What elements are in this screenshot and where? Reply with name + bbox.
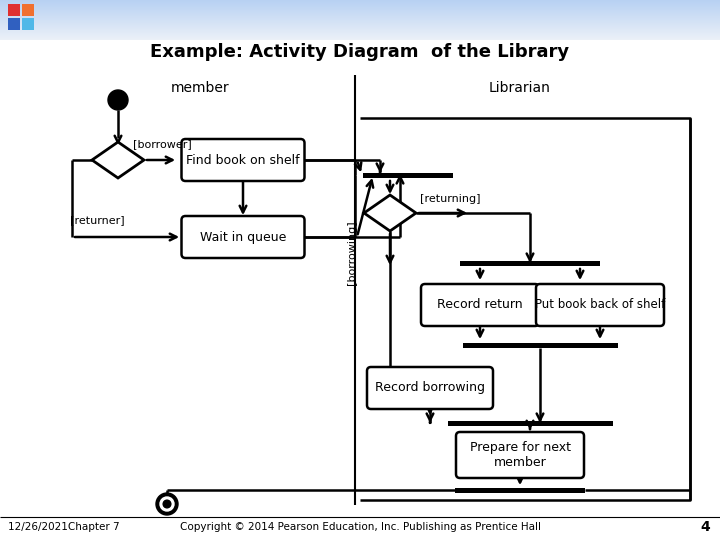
Bar (0, 30, 720, 31)
Bar (22, 18, 34, 30)
Bar (0, 5, 720, 6)
Bar (0, 14, 720, 15)
Text: Librarian: Librarian (489, 81, 551, 95)
Text: Example: Activity Diagram  of the Library: Example: Activity Diagram of the Library (150, 43, 570, 61)
Text: Record borrowing: Record borrowing (375, 381, 485, 395)
Bar (0, 6, 720, 7)
Circle shape (160, 497, 174, 511)
Bar (8, 4, 20, 16)
Text: [borrower]: [borrower] (133, 139, 192, 149)
Polygon shape (364, 195, 416, 231)
Circle shape (163, 500, 171, 508)
Text: [returner]: [returner] (70, 215, 125, 225)
Bar (0, 17, 720, 18)
Polygon shape (92, 142, 144, 178)
Bar (0, 38, 720, 39)
FancyBboxPatch shape (181, 139, 305, 181)
Bar (448, 421, 613, 426)
Circle shape (156, 493, 178, 515)
Bar (0, 36, 720, 37)
Bar (0, 11, 720, 12)
Bar (365, 172, 415, 178)
Bar (0, 22, 720, 23)
Bar (0, 23, 720, 24)
Bar (462, 342, 618, 348)
FancyBboxPatch shape (536, 284, 664, 326)
Bar (0, 24, 720, 25)
Bar (0, 33, 720, 34)
Text: 4: 4 (701, 520, 710, 534)
Bar (8, 18, 20, 30)
Bar (0, 9, 720, 10)
Bar (0, 26, 720, 27)
Bar (0, 28, 720, 29)
FancyBboxPatch shape (456, 432, 584, 478)
Bar (455, 488, 585, 492)
Text: Find book on shelf: Find book on shelf (186, 153, 300, 166)
Bar (0, 31, 720, 32)
FancyBboxPatch shape (421, 284, 539, 326)
Bar (460, 260, 600, 266)
Bar (22, 4, 34, 16)
Bar (0, 35, 720, 36)
Bar (0, 7, 720, 8)
Bar (0, 37, 720, 38)
Text: Put book back of shelf: Put book back of shelf (535, 299, 665, 312)
Bar (0, 19, 720, 20)
Bar (0, 25, 720, 26)
Bar (0, 1, 720, 2)
Bar (363, 172, 453, 178)
Text: Record return: Record return (437, 299, 523, 312)
Circle shape (108, 90, 128, 110)
Bar (0, 20, 720, 21)
Bar (0, 12, 720, 13)
Bar (0, 27, 720, 28)
Text: Prepare for next
member: Prepare for next member (469, 441, 570, 469)
Bar (0, 15, 720, 16)
Bar (0, 18, 720, 19)
Bar (0, 13, 720, 14)
Text: [borrowing]: [borrowing] (347, 221, 357, 285)
FancyBboxPatch shape (367, 367, 493, 409)
FancyBboxPatch shape (181, 216, 305, 258)
Text: Wait in queue: Wait in queue (200, 231, 286, 244)
Bar (0, 21, 720, 22)
Bar (0, 4, 720, 5)
Bar (0, 8, 720, 9)
Bar (0, 16, 720, 17)
Bar (0, 39, 720, 40)
Bar (0, 2, 720, 3)
Text: Copyright © 2014 Pearson Education, Inc. Publishing as Prentice Hall: Copyright © 2014 Pearson Education, Inc.… (179, 522, 541, 532)
Bar (0, 32, 720, 33)
Bar (0, 29, 720, 30)
Bar (0, 34, 720, 35)
Bar (0, 3, 720, 4)
Text: [returning]: [returning] (420, 194, 480, 204)
Bar (0, 10, 720, 11)
Text: member: member (171, 81, 229, 95)
Text: 12/26/2021Chapter 7: 12/26/2021Chapter 7 (8, 522, 120, 532)
Bar (0, 0, 720, 1)
